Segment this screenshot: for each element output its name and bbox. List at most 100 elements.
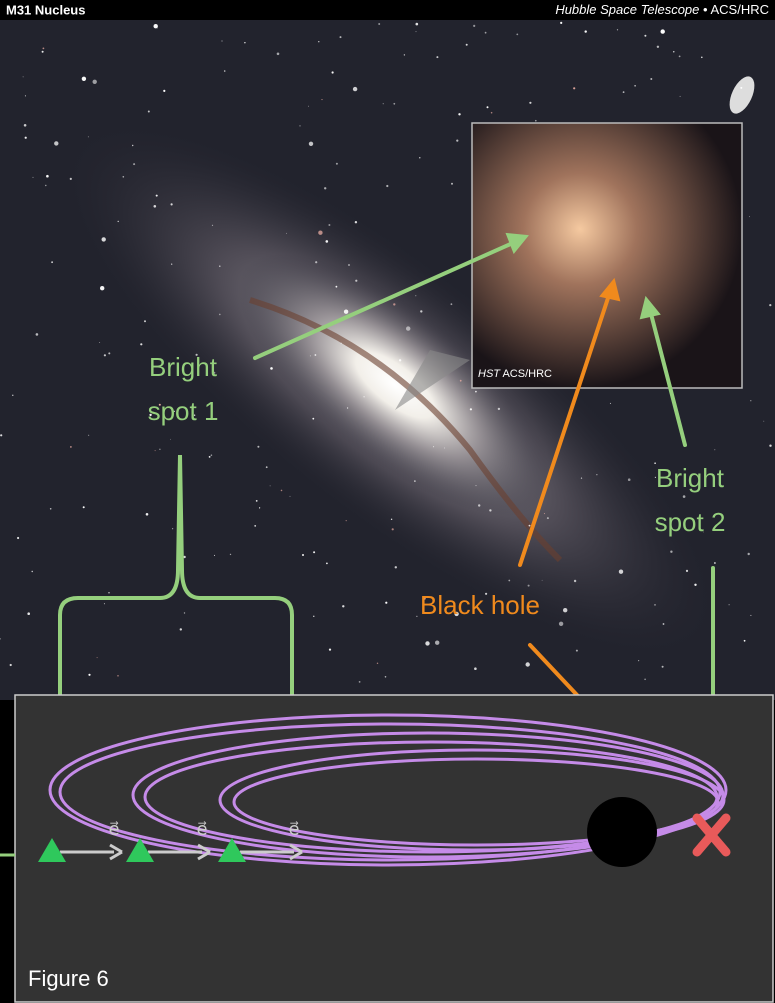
star	[420, 310, 422, 312]
star	[416, 616, 417, 617]
star	[474, 667, 477, 670]
star	[332, 71, 334, 73]
star	[163, 90, 165, 92]
star	[404, 54, 405, 55]
star	[617, 29, 618, 30]
star	[117, 675, 119, 677]
star	[460, 380, 462, 382]
star	[88, 674, 90, 676]
star	[563, 608, 567, 612]
star	[769, 445, 771, 447]
star	[529, 525, 531, 527]
star	[744, 640, 746, 642]
star	[456, 140, 458, 142]
header-title: M31 Nucleus	[6, 2, 85, 17]
star	[214, 555, 215, 556]
vector-label: e⃗	[108, 819, 119, 839]
star	[324, 187, 326, 189]
star	[313, 551, 315, 553]
vector-label: e⃗	[196, 819, 207, 839]
star	[638, 660, 639, 661]
vector-label: e⃗	[288, 819, 299, 839]
inset-label: HST ACS/HRC	[478, 368, 552, 380]
star	[51, 261, 53, 263]
star	[315, 261, 317, 263]
star	[385, 602, 387, 604]
star	[378, 23, 380, 25]
star	[436, 56, 438, 58]
star	[45, 185, 46, 186]
star	[99, 342, 100, 343]
star	[340, 36, 342, 38]
star	[102, 237, 106, 241]
star	[341, 343, 342, 344]
star	[277, 53, 280, 56]
star	[328, 224, 330, 226]
star	[254, 525, 256, 527]
star	[576, 650, 578, 652]
star	[644, 679, 646, 681]
star	[750, 400, 751, 401]
star	[222, 41, 223, 42]
star	[740, 87, 742, 89]
star	[171, 203, 173, 205]
star	[650, 78, 652, 80]
star	[487, 106, 489, 108]
star	[419, 157, 420, 158]
star	[0, 434, 2, 436]
star	[547, 517, 549, 519]
label-bright-spot-2-line1: Bright	[656, 463, 725, 493]
star	[25, 137, 27, 139]
star	[310, 355, 311, 356]
star	[315, 354, 317, 356]
star	[309, 142, 313, 146]
star	[749, 216, 750, 217]
star	[318, 231, 322, 235]
star	[336, 163, 338, 165]
star	[93, 80, 97, 84]
star	[451, 183, 453, 185]
star	[714, 562, 716, 564]
star	[406, 326, 410, 330]
star	[363, 396, 364, 397]
star	[353, 87, 357, 91]
star	[88, 137, 89, 138]
star	[528, 585, 530, 587]
star	[542, 580, 543, 581]
star	[623, 91, 625, 93]
star	[458, 113, 460, 115]
star	[619, 570, 623, 574]
star	[573, 87, 575, 89]
star	[97, 657, 98, 658]
star	[585, 30, 587, 32]
star	[425, 641, 429, 645]
star	[302, 554, 304, 556]
star	[230, 554, 231, 555]
instrument: ACS/HRC	[710, 2, 769, 17]
star	[299, 125, 300, 126]
star	[244, 42, 245, 43]
star	[473, 25, 475, 27]
star	[144, 320, 146, 322]
star	[478, 504, 480, 506]
star	[451, 303, 453, 305]
label-bright-spot-2-line2: spot 2	[655, 507, 726, 537]
star	[12, 395, 13, 396]
star	[256, 500, 258, 502]
star	[476, 485, 477, 486]
label-black-hole: Black hole	[420, 590, 540, 620]
star	[171, 264, 172, 265]
star	[444, 448, 445, 449]
star	[46, 175, 49, 178]
star	[219, 266, 220, 267]
star	[155, 450, 156, 451]
star	[156, 195, 158, 197]
star	[526, 662, 530, 666]
inset-telescope: HST	[478, 368, 501, 380]
separator: •	[703, 2, 708, 17]
star	[140, 343, 142, 345]
star	[318, 41, 319, 42]
star	[399, 359, 401, 361]
star	[211, 454, 213, 456]
star	[108, 352, 110, 354]
